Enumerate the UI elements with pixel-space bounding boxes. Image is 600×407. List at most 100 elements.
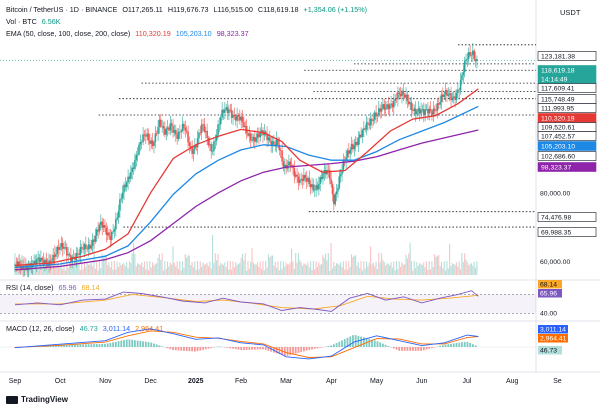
volume-bar <box>179 261 181 275</box>
candle-body <box>373 112 376 120</box>
volume-bar <box>43 261 45 275</box>
volume-bar <box>408 253 410 275</box>
candle-body <box>93 239 95 242</box>
candle-body <box>210 144 213 152</box>
price-tag-label: 110,320.19 <box>541 116 575 123</box>
macd-hist-tag-label: 46.73 <box>540 348 557 355</box>
candle-body <box>94 235 97 242</box>
candle-body <box>120 198 123 200</box>
volume-bar <box>372 262 374 275</box>
macd-histogram-bar <box>155 344 158 347</box>
volume-bar <box>127 268 129 275</box>
volume-bar <box>130 262 132 275</box>
time-axis-tick-label: Nov <box>99 378 112 385</box>
candle-body <box>254 136 256 142</box>
candle-body <box>338 176 341 188</box>
candle-body <box>245 125 248 134</box>
volume-bar <box>273 265 275 275</box>
volume-bar <box>195 270 197 275</box>
volume-bar <box>355 255 357 275</box>
macd-histogram-bar <box>409 347 412 351</box>
volume-bar <box>191 262 193 275</box>
volume-bar <box>319 264 321 275</box>
macd-histogram-bar <box>316 347 319 349</box>
macd-histogram-bar <box>305 347 308 351</box>
candle-body <box>75 253 78 260</box>
candle-body <box>274 144 277 146</box>
volume-bar <box>293 268 295 275</box>
macd-histogram-bar <box>150 342 153 347</box>
volume-bar <box>271 255 274 275</box>
candle-body <box>394 98 396 101</box>
candle-body <box>439 102 441 105</box>
candle-body <box>169 123 172 131</box>
candle-body <box>116 217 118 220</box>
macd-histogram-bar <box>471 344 474 347</box>
volume-bar <box>357 261 359 275</box>
macd-histogram-bar <box>444 344 447 347</box>
candle-body <box>410 102 413 111</box>
candle-body <box>290 165 293 166</box>
volume-label[interactable]: Vol · BTC <box>6 17 37 26</box>
candle-body <box>375 112 377 117</box>
macd-histogram-bar <box>131 339 134 347</box>
candle-body <box>420 109 422 114</box>
macd-label[interactable]: MACD (12, 26, close) <box>6 324 75 333</box>
candle-body <box>380 108 383 112</box>
volume-bar <box>60 261 62 275</box>
ema-label[interactable]: EMA (50, close, 100, close, 200, close) <box>6 29 131 38</box>
candle-body <box>406 94 409 102</box>
volume-bar <box>63 261 65 275</box>
macd-histogram-bar <box>368 338 371 347</box>
macd-histogram-bar <box>382 343 384 347</box>
symbol-name[interactable]: Bitcoin / TetherUS · 1D · BINANCE <box>6 5 118 14</box>
volume-bar <box>404 264 406 275</box>
volume-bar <box>77 259 79 275</box>
macd-histogram-bar <box>275 347 278 354</box>
candle-body <box>134 159 136 169</box>
macd-histogram-bar <box>439 345 442 347</box>
volume-bar <box>342 261 344 275</box>
macd-histogram-bar <box>84 344 87 347</box>
close-value: C118,619.18 <box>257 5 299 14</box>
candle-body <box>97 229 99 232</box>
volume-bar <box>176 261 178 275</box>
volume-bar <box>158 253 160 275</box>
macd-histogram-bar <box>93 344 95 347</box>
volume-bar <box>190 265 192 275</box>
volume-bar <box>378 253 380 275</box>
volume-bar <box>281 269 283 275</box>
volume-bar <box>334 266 336 275</box>
volume-bar <box>226 261 229 275</box>
candle-body <box>352 143 354 150</box>
candle-body <box>44 259 46 265</box>
volume-bar <box>330 243 332 275</box>
volume-bar <box>137 262 139 275</box>
volume-bar <box>255 264 257 275</box>
candle-body <box>42 260 45 265</box>
candle-body <box>187 131 189 143</box>
candle-body <box>376 114 379 117</box>
candle-body <box>346 150 349 158</box>
volume-bar <box>175 266 177 275</box>
candle-body <box>397 92 399 100</box>
volume-bar <box>333 261 335 275</box>
volume-bar <box>291 248 293 275</box>
volume-bar <box>405 254 407 275</box>
candle-body <box>16 261 19 267</box>
macd-histogram-bar <box>300 347 303 353</box>
currency-label[interactable]: USDT <box>560 8 581 17</box>
candle-body <box>330 179 332 184</box>
volume-bar <box>52 266 54 275</box>
macd-histogram-bar <box>327 346 330 347</box>
macd-histogram-bar <box>357 335 360 347</box>
volume-bar <box>250 261 252 275</box>
rsi-label[interactable]: RSI (14, close) <box>6 283 54 292</box>
macd-histogram-bar <box>90 344 93 347</box>
volume-bar <box>316 267 319 275</box>
macd-histogram-bar <box>398 347 401 351</box>
volume-bar <box>122 263 124 275</box>
candle-body <box>435 110 437 112</box>
volume-bar <box>468 265 470 275</box>
